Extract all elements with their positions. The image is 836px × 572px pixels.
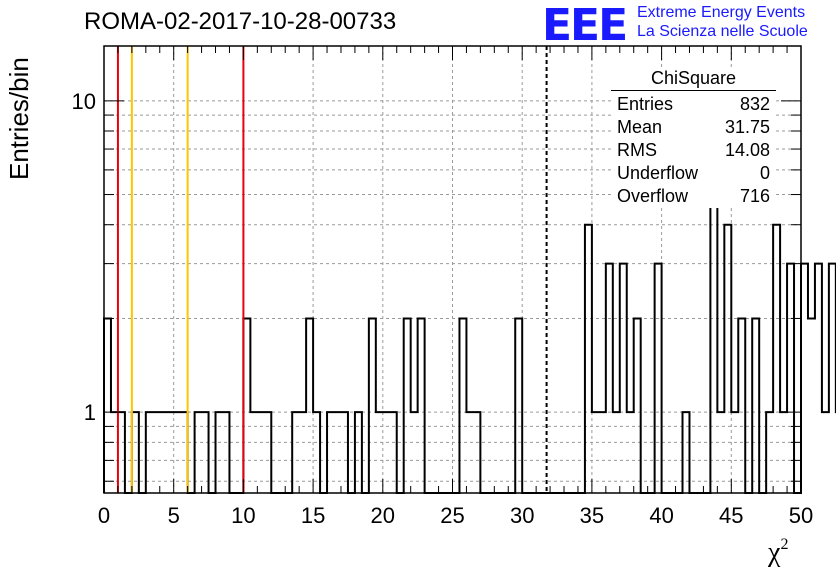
stats-label: Underflow [617, 163, 699, 183]
x-tick-label: 0 [98, 503, 110, 528]
stats-box: ChiSquare Entries 832 Mean 31.75 RMS 14.08 … [611, 67, 776, 208]
x-tick-label: 50 [789, 503, 813, 528]
stats-row-mean: Mean 31.75 [611, 116, 776, 139]
chart-title: ROMA-02-2017-10-28-00733 [84, 8, 397, 35]
x-tick-label: 10 [231, 503, 255, 528]
x-tick-label: 30 [510, 503, 534, 528]
stats-label: Overflow [617, 186, 689, 206]
x-tick-label: 40 [649, 503, 673, 528]
x-axis-label: χ2 [768, 536, 788, 569]
x-axis-label-base: χ [768, 537, 781, 568]
stats-label: Mean [617, 117, 663, 137]
stats-label: Entries [617, 94, 674, 114]
stats-title: ChiSquare [611, 67, 776, 91]
logo-caption: Extreme Energy Events La Scienza nelle S… [637, 3, 808, 41]
stats-row-overflow: Overflow 716 [611, 185, 776, 208]
x-tick-label: 15 [301, 503, 325, 528]
x-tick-label: 45 [719, 503, 743, 528]
stats-row-entries: Entries 832 [611, 93, 776, 116]
stats-label: RMS [617, 140, 657, 160]
stats-row-rms: RMS 14.08 [611, 139, 776, 162]
stats-value: 14.08 [724, 140, 770, 160]
x-tick-label: 20 [371, 503, 395, 528]
y-tick-label: 10 [72, 89, 96, 114]
x-axis-label-sup: 2 [780, 536, 789, 553]
logo-line-1: Extreme Energy Events [637, 4, 806, 21]
stats-value: 31.75 [724, 117, 770, 137]
stats-value: 832 [739, 94, 770, 114]
logo-line-2: La Scienza nelle Scuole [637, 23, 808, 40]
eee-logo: EEE [542, 0, 628, 51]
x-tick-label: 35 [580, 503, 604, 528]
x-tick-label: 5 [168, 503, 180, 528]
stats-row-underflow: Underflow 0 [611, 162, 776, 185]
stats-value: 716 [739, 186, 770, 206]
y-tick-label: 1 [84, 400, 96, 425]
y-axis-label: Entries/bin [4, 57, 34, 180]
x-tick-label: 25 [440, 503, 464, 528]
stats-value: 0 [759, 163, 770, 183]
